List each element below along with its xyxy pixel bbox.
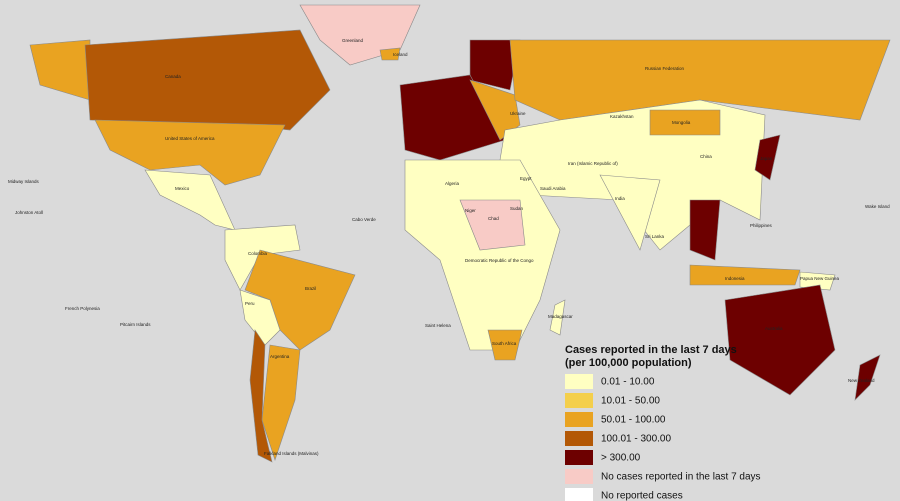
region xyxy=(469,39,521,91)
country-label: Papua New Guinea xyxy=(800,276,840,281)
country-label: Saudi Arabia xyxy=(540,186,566,191)
region xyxy=(724,284,836,396)
legend-label: 100.01 - 300.00 xyxy=(601,434,671,445)
country-label: Mongolia xyxy=(672,120,691,125)
legend-swatch xyxy=(565,488,593,501)
country-label: Sudan xyxy=(510,206,524,211)
country-label: China xyxy=(700,154,712,159)
country-label: New Zealand xyxy=(848,378,875,383)
country-label: Iran (Islamic Republic of) xyxy=(568,161,618,166)
country-label: French Polynesia xyxy=(65,306,100,311)
region xyxy=(469,79,521,141)
legend-title: (per 100,000 population) xyxy=(565,357,692,369)
country-label: Japan xyxy=(760,156,773,161)
country-label: Mexico xyxy=(175,186,190,191)
region xyxy=(94,119,286,186)
country-label: Australia xyxy=(765,326,783,331)
country-label: Iceland xyxy=(393,52,408,57)
country-label: Johnston Atoll xyxy=(15,210,43,215)
country-label: Ukraine xyxy=(510,111,526,116)
country-label: Kazakhstan xyxy=(610,114,634,119)
legend-label: 50.01 - 100.00 xyxy=(601,415,666,426)
region xyxy=(549,299,566,336)
region xyxy=(459,199,526,251)
country-label: Greenland xyxy=(342,38,364,43)
legend-swatch xyxy=(565,469,593,484)
region xyxy=(689,264,801,286)
legend-label: No cases reported in the last 7 days xyxy=(601,472,761,483)
region xyxy=(689,199,721,261)
country-label: Democratic Republic of the Congo xyxy=(465,258,534,263)
country-label: Brazil xyxy=(305,286,316,291)
region xyxy=(379,47,401,61)
country-label: Peru xyxy=(245,301,255,306)
country-label: India xyxy=(615,196,625,201)
country-label: Falkland Islands (Malvinas) xyxy=(264,451,319,456)
legend: Cases reported in the last 7 days (per 1… xyxy=(565,344,761,501)
region xyxy=(854,354,881,401)
country-label: Saint Helena xyxy=(425,323,451,328)
country-label: United States of America xyxy=(165,136,215,141)
region xyxy=(249,329,273,463)
country-label: Russian Federation xyxy=(645,66,685,71)
country-label: Canada xyxy=(165,74,181,79)
country-label: Colombia xyxy=(248,251,268,256)
region xyxy=(239,289,281,346)
country-label: Philippines xyxy=(750,223,773,228)
country-label: Cabo Verde xyxy=(352,217,376,222)
region xyxy=(261,344,301,461)
legend-swatch xyxy=(565,431,593,446)
region xyxy=(799,271,836,291)
region xyxy=(84,29,331,131)
country-labels: Greenland Canada United States of Americ… xyxy=(8,38,890,456)
country-label: Midway Islands xyxy=(8,179,40,184)
legend-swatch xyxy=(565,393,593,408)
region xyxy=(487,329,523,361)
legend-swatch xyxy=(565,450,593,465)
legend-swatch xyxy=(565,412,593,427)
legend-label: No reported cases xyxy=(601,491,683,501)
land xyxy=(29,4,891,463)
legend-label: 10.01 - 50.00 xyxy=(601,396,660,407)
region xyxy=(599,174,661,251)
country-label: Niger xyxy=(465,208,476,213)
region xyxy=(144,169,236,231)
country-label: Argentina xyxy=(270,354,290,359)
country-label: Indonesia xyxy=(725,276,745,281)
country-label: Madagascar xyxy=(548,314,573,319)
country-label: Algeria xyxy=(445,181,460,186)
country-label: South Africa xyxy=(492,341,517,346)
country-label: Egypt xyxy=(520,176,532,181)
region xyxy=(244,249,356,351)
country-label: Pitcairn Islands xyxy=(120,322,151,327)
region xyxy=(754,134,781,181)
legend-label: > 300.00 xyxy=(601,453,641,464)
legend-swatch xyxy=(565,374,593,389)
country-label: Wake Island xyxy=(865,204,890,209)
legend-label: 0.01 - 10.00 xyxy=(601,377,655,388)
country-label: Sri Lanka xyxy=(645,234,665,239)
legend-title: Cases reported in the last 7 days xyxy=(565,344,737,356)
country-label: Chad xyxy=(488,216,499,221)
region xyxy=(649,109,721,136)
